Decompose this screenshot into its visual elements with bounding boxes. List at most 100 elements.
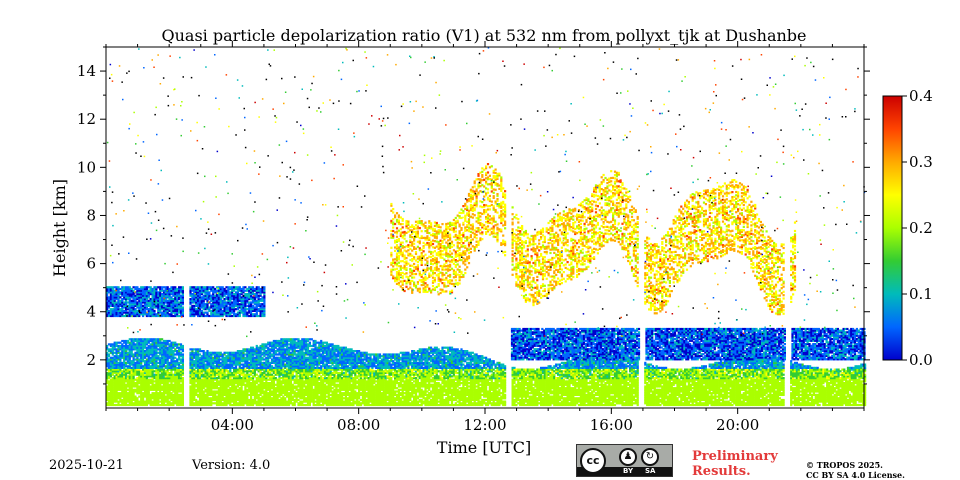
- heat-cell: [147, 346, 150, 349]
- heat-cell: [155, 390, 158, 393]
- heat-cell: [162, 403, 166, 407]
- heat-cell: [130, 368, 133, 371]
- heat-cell: [159, 351, 162, 354]
- heat-cell: [149, 382, 152, 385]
- heat-cell: [109, 370, 112, 373]
- heat-cell: [369, 368, 372, 371]
- heat-cell: [113, 388, 116, 391]
- heat-cell: [115, 370, 118, 373]
- heat-cell: [145, 348, 148, 351]
- heat-cell: [132, 397, 135, 400]
- heat-cell: [161, 344, 164, 348]
- heat-cell: [111, 392, 114, 395]
- heat-cell: [255, 344, 258, 348]
- heat-cell: [251, 346, 255, 349]
- heat-cell: [297, 338, 300, 341]
- heat-cell: [126, 355, 129, 358]
- heat-cell: [314, 400, 317, 403]
- heat-cell: [253, 348, 256, 351]
- heat-cell: [365, 351, 368, 354]
- heat-cell: [348, 392, 351, 395]
- heat-cell: [270, 341, 274, 344]
- heat-cell: [125, 339, 128, 343]
- heat-cell: [136, 380, 139, 383]
- heat-cell: [346, 397, 349, 400]
- heat-cell: [125, 348, 128, 351]
- heat-cell: [125, 385, 128, 388]
- heat-cell: [109, 360, 112, 363]
- heat-cell: [293, 338, 296, 341]
- heat-cell: [147, 370, 150, 373]
- heat-cell: [380, 358, 383, 361]
- heat-cell: [121, 365, 124, 368]
- heat-cell: [109, 383, 112, 386]
- heat-cell: [147, 368, 150, 371]
- heat-cell: [145, 363, 148, 366]
- heat-cell: [299, 339, 302, 343]
- heat-cell: [170, 392, 173, 395]
- heat-cell: [130, 344, 133, 348]
- heat-cell: [126, 378, 129, 381]
- heat-cell: [140, 344, 143, 348]
- heat-cell: [107, 365, 111, 368]
- heat-cell: [331, 343, 334, 346]
- heat-cell: [115, 390, 118, 393]
- heat-cell: [145, 375, 148, 378]
- heat-cell: [261, 395, 264, 398]
- heat-cell: [134, 383, 137, 386]
- heat-cell: [117, 344, 120, 348]
- heat-cell: [143, 390, 147, 393]
- heat-cell: [149, 371, 152, 375]
- heat-cell: [159, 385, 162, 388]
- heat-cell: [320, 403, 323, 407]
- heat-cell: [128, 400, 131, 403]
- heat-cell: [147, 373, 150, 376]
- heat-cell: [151, 375, 154, 378]
- heat-cell: [390, 363, 393, 366]
- heat-cell: [164, 397, 167, 400]
- heat-cell: [115, 358, 118, 361]
- heat-cell: [373, 370, 376, 373]
- heat-cell: [145, 355, 148, 358]
- heat-cell: [261, 356, 264, 359]
- heat-cell: [153, 400, 156, 403]
- heat-cell: [107, 380, 111, 383]
- heat-cell: [109, 368, 112, 371]
- heat-cell: [132, 341, 135, 344]
- heat-cell: [153, 358, 156, 361]
- heat-cell: [132, 403, 135, 407]
- heat-cell: [329, 348, 332, 351]
- heat-cell: [143, 383, 147, 386]
- heat-cell: [149, 353, 152, 356]
- heat-cell: [395, 353, 399, 356]
- heat-cell: [162, 350, 166, 353]
- heat-cell: [153, 380, 156, 383]
- heat-cell: [132, 346, 135, 349]
- heat-cell: [142, 351, 145, 354]
- heat-cell: [153, 375, 156, 378]
- heat-cell: [117, 380, 120, 383]
- heat-cell: [143, 363, 147, 366]
- heat-cell: [178, 343, 181, 346]
- heat-cell: [164, 358, 167, 361]
- heat-cell: [303, 351, 306, 354]
- heat-cell: [157, 344, 160, 348]
- heat-cell: [159, 368, 162, 371]
- heat-cell: [117, 361, 120, 364]
- heat-cell: [113, 397, 116, 400]
- heat-cell: [111, 395, 114, 398]
- heat-cell: [134, 397, 137, 400]
- heat-cell: [272, 366, 275, 369]
- heat-cell: [136, 403, 139, 407]
- heat-cell: [191, 348, 194, 351]
- heat-cell: [140, 382, 143, 385]
- heat-cell: [119, 373, 122, 376]
- heat-cell: [250, 370, 253, 373]
- heat-cell: [106, 373, 109, 376]
- heat-cell: [142, 380, 145, 383]
- heat-cell: [162, 380, 166, 383]
- heat-cell: [117, 365, 120, 368]
- heat-cell: [155, 356, 158, 359]
- heat-cell: [130, 363, 133, 366]
- heat-cell: [121, 393, 124, 396]
